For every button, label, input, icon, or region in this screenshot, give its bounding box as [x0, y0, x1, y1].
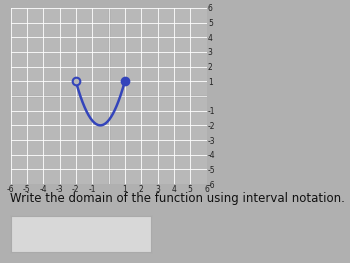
Text: Write the domain of the function using interval notation.: Write the domain of the function using i… — [10, 192, 345, 205]
